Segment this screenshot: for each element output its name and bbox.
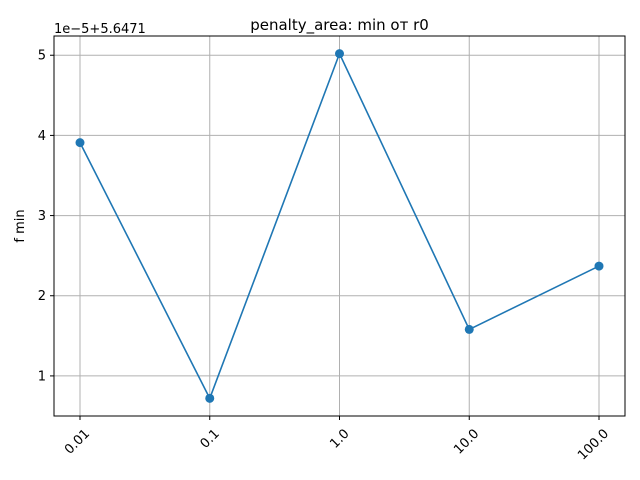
x-tick-label: 0.01 <box>62 426 93 457</box>
data-point <box>594 261 604 271</box>
x-tick-label: 100.0 <box>575 426 612 463</box>
y-tick-label: 4 <box>38 129 46 144</box>
grid-layer <box>54 36 625 416</box>
x-tick-label: 1.0 <box>327 426 352 451</box>
series-layer <box>75 49 604 403</box>
y-tick-label: 3 <box>38 209 46 224</box>
data-point <box>335 49 344 59</box>
y-tick-label: 1 <box>38 369 46 384</box>
y-axis-label: f min <box>13 209 28 242</box>
y-offset-text: 1e−5+5.6471 <box>54 22 146 37</box>
x-tick-label: 10.0 <box>451 426 482 457</box>
y-tick-label: 5 <box>38 49 46 64</box>
x-tick-label: 0.1 <box>198 426 223 451</box>
tick-layer: 0.01 0.1 1.0 10.0 100.0 1 2 3 4 5 <box>38 49 612 464</box>
data-point <box>75 138 85 148</box>
data-point <box>205 393 215 403</box>
y-tick-label: 2 <box>38 289 46 304</box>
chart-title: penalty_area: min от r0 <box>250 16 429 35</box>
data-point <box>464 324 474 334</box>
